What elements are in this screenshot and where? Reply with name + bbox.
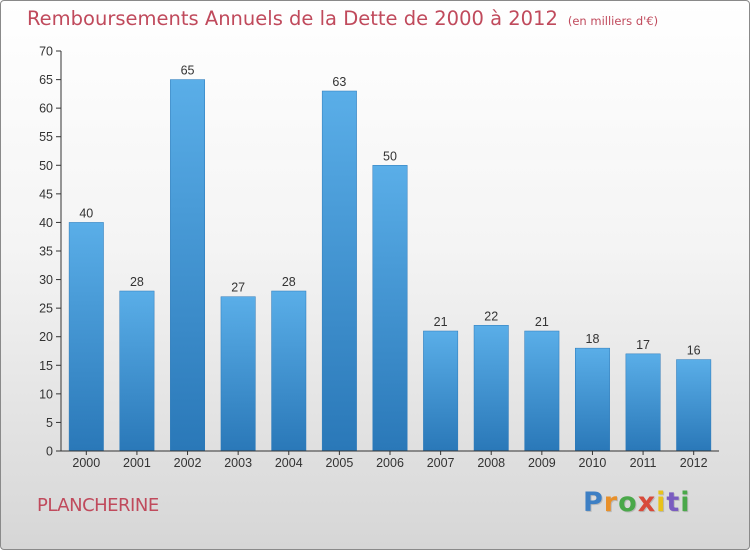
y-tick-label: 70: [39, 45, 53, 59]
proxiti-logo: Proxiti: [583, 487, 691, 518]
y-tick-label: 65: [39, 73, 53, 87]
bar-2008: [473, 325, 509, 452]
data-label-2001: 28: [130, 275, 144, 289]
bar-2002: [170, 79, 205, 452]
logo-letter: x: [637, 487, 657, 518]
data-label-2012: 16: [687, 344, 701, 358]
bar-2010: [575, 347, 610, 452]
y-tick-label: 15: [39, 359, 53, 373]
bar-2011: [625, 353, 661, 452]
x-tick-label: 2001: [123, 456, 151, 470]
x-tick-label: 2000: [72, 456, 100, 470]
data-label-2004: 28: [282, 275, 296, 289]
y-tick-label: 55: [39, 130, 53, 144]
y-tick-label: 20: [39, 330, 53, 344]
bar-2006: [372, 165, 408, 452]
y-axis: 0 5 10 15 20 25 30 35 40 45 50 55 60 65 70: [39, 45, 62, 459]
logo-letter: o: [618, 487, 638, 518]
bar-2000: [68, 222, 104, 452]
logo-letter: i: [680, 487, 691, 518]
bar-2012: [676, 359, 712, 452]
chart-title-text: Remboursements Annuels de la Dette de 20…: [27, 7, 558, 30]
data-label-2000: 40: [79, 206, 93, 220]
x-tick-label: 2007: [427, 456, 455, 470]
logo-letter: r: [603, 487, 619, 518]
y-tick-label: 40: [39, 216, 53, 230]
bar-series: 40 28 65 27 28 63 50 21 22 21 18 17 16: [68, 64, 712, 452]
x-tick-label: 2004: [275, 456, 303, 470]
x-tick-label: 2002: [174, 456, 202, 470]
x-tick-label: 2010: [579, 456, 607, 470]
data-label-2006: 50: [383, 149, 397, 163]
y-tick-label: 50: [39, 159, 53, 173]
chart-title: Remboursements Annuels de la Dette de 20…: [27, 7, 658, 30]
y-tick-label: 10: [39, 387, 53, 401]
data-label-2002: 65: [181, 64, 195, 78]
x-tick-label: 2009: [528, 456, 556, 470]
bar-2005: [321, 90, 357, 452]
commune-name: PLANCHERINE: [37, 495, 159, 516]
data-label-2010: 18: [586, 332, 600, 346]
data-label-2008: 22: [484, 309, 498, 323]
x-tick-label: 2006: [376, 456, 404, 470]
data-label-2003: 27: [231, 281, 245, 295]
bar-2003: [220, 296, 256, 452]
bar-2004: [271, 290, 307, 452]
logo-letter: P: [583, 487, 604, 518]
x-tick-label: 2012: [680, 456, 708, 470]
data-label-2005: 63: [332, 75, 346, 89]
x-tick-label: 2003: [224, 456, 252, 470]
y-tick-label: 60: [39, 102, 53, 116]
y-tick-label: 25: [39, 302, 53, 316]
x-tick-label: 2008: [477, 456, 505, 470]
y-tick-label: 30: [39, 273, 53, 287]
data-label-2009: 21: [535, 315, 549, 329]
logo-letter: t: [666, 487, 681, 518]
y-tick-label: 35: [39, 245, 53, 259]
x-tick-label: 2011: [630, 456, 657, 470]
y-tick-label: 45: [39, 187, 53, 201]
y-tick-label: 0: [46, 445, 53, 459]
x-tick-label: 2005: [325, 456, 353, 470]
bar-2001: [119, 290, 155, 452]
x-axis: 2000 2001 2002 2003 2004 2005 2006 2007 2008 2009…: [61, 450, 719, 470]
logo-letter: i: [656, 487, 667, 518]
chart-subtitle: (en milliers d'€): [567, 14, 659, 28]
y-tick-label: 5: [46, 416, 53, 430]
bar-2007: [423, 330, 459, 452]
bar-2009: [524, 330, 560, 452]
data-label-2011: 17: [636, 338, 650, 352]
data-label-2007: 21: [434, 315, 448, 329]
